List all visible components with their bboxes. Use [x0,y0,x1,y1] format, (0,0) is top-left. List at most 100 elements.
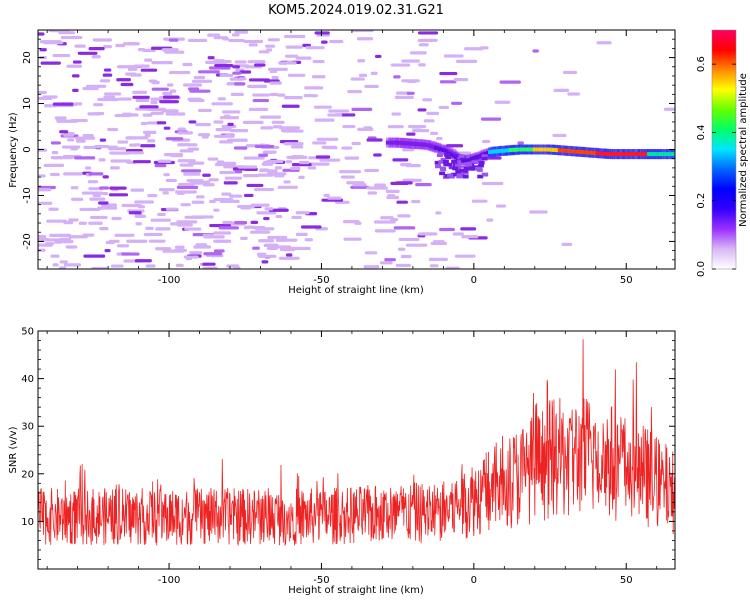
heatmap-cell [191,200,205,204]
heatmap-cell [81,191,104,195]
heatmap-cell [187,147,200,151]
heatmap-cell [98,201,109,205]
spectrogram-y-tick-label: 10 [22,97,33,110]
heatmap-cell [464,47,484,51]
heatmap-cell [123,42,140,46]
heatmap-cell [188,120,197,124]
heatmap-cell [267,38,280,42]
heatmap-cell [147,139,156,143]
heatmap-cell [133,64,150,68]
heatmap-cell [162,191,169,195]
heatmap-cell [418,43,429,47]
heatmap-cell [162,95,180,99]
heatmap-cell [232,71,242,75]
heatmap-cell [58,266,67,269]
heatmap-cell [462,170,469,175]
heatmap-cell [374,54,382,59]
heatmap-cell [395,263,411,268]
heatmap-cell [281,104,300,108]
snr-x-tick-label: 50 [620,575,633,586]
heatmap-cell [202,233,214,237]
heatmap-cell [50,172,60,177]
heatmap-cell [157,159,172,163]
heatmap-cell [242,120,264,124]
heatmap-cell [240,236,248,240]
heatmap-cell [275,214,283,219]
heatmap-cell [237,165,258,169]
heatmap-cell [347,90,362,94]
heatmap-cell [295,232,308,236]
heatmap-cell [116,244,130,248]
heatmap-cell [350,77,365,81]
heatmap-cell [137,205,146,209]
colorbar-tick-label: 0.6 [696,56,707,72]
heatmap-cell [83,254,106,258]
heatmap-cell [213,249,225,253]
heatmap-cell [324,146,338,150]
heatmap-cell [165,207,179,211]
heatmap-cell [177,159,196,163]
heatmap-cell [92,38,112,42]
heatmap-cell [183,172,201,176]
heatmap-cell [215,127,233,132]
heatmap-cell [323,193,330,197]
heatmap-cell [409,51,427,55]
heatmap-cell [367,191,378,195]
heatmap-cell [243,226,251,230]
heatmap-cell [312,141,327,145]
heatmap-cell [102,175,109,179]
heatmap-cell [233,146,248,150]
heatmap-cell [303,94,318,98]
heatmap-cell [38,235,47,239]
heatmap-cell [177,127,186,131]
heatmap-cell [373,220,396,224]
heatmap-cell [221,192,232,196]
heatmap-ridge-cell [525,147,533,152]
heatmap-cell [115,43,126,48]
heatmap-cell [481,154,488,158]
heatmap-cell [223,114,231,118]
heatmap-cell [428,257,448,261]
heatmap-cell [478,160,485,165]
heatmap-cell [463,154,470,159]
heatmap-cell [291,215,302,220]
heatmap-cell [108,147,127,151]
heatmap-cell [434,160,441,165]
heatmap-cell [107,127,119,132]
heatmap-cell [663,107,675,111]
heatmap-cell [397,247,406,251]
heatmap-cell [552,133,567,138]
heatmap-cell [130,188,145,192]
heatmap-cell [92,193,101,198]
heatmap-cell [50,156,63,160]
heatmap-cell [445,266,460,269]
heatmap-cell [195,123,211,127]
heatmap-cell [150,100,158,105]
heatmap-cell [447,173,454,178]
heatmap-cell [396,200,408,204]
snr-y-tick-label: 20 [21,469,34,480]
heatmap-cell [109,166,120,170]
heatmap-ridge-cell [629,152,635,157]
heatmap-cell [271,76,279,80]
heatmap-cell [418,232,438,236]
heatmap-cell [59,130,69,134]
heatmap-cell [341,146,353,150]
heatmap-cell [147,194,158,198]
heatmap-cell [121,203,142,208]
heatmap-cell [187,38,208,43]
heatmap-cell [207,157,219,161]
heatmap-cell [401,59,421,63]
heatmap-cell [462,174,469,179]
spectrogram-x-tick-label: 0 [471,275,477,286]
colorbar-tick-label: 0.2 [696,193,707,209]
heatmap-cell [314,118,335,122]
heatmap-cell [265,44,276,48]
heatmap-cell [373,153,382,157]
heatmap-cell [439,71,458,76]
heatmap-cell [116,65,135,69]
heatmap-cell [109,151,129,155]
heatmap-cell [50,141,61,145]
heatmap-cell [82,233,95,237]
heatmap-cell [351,107,373,111]
